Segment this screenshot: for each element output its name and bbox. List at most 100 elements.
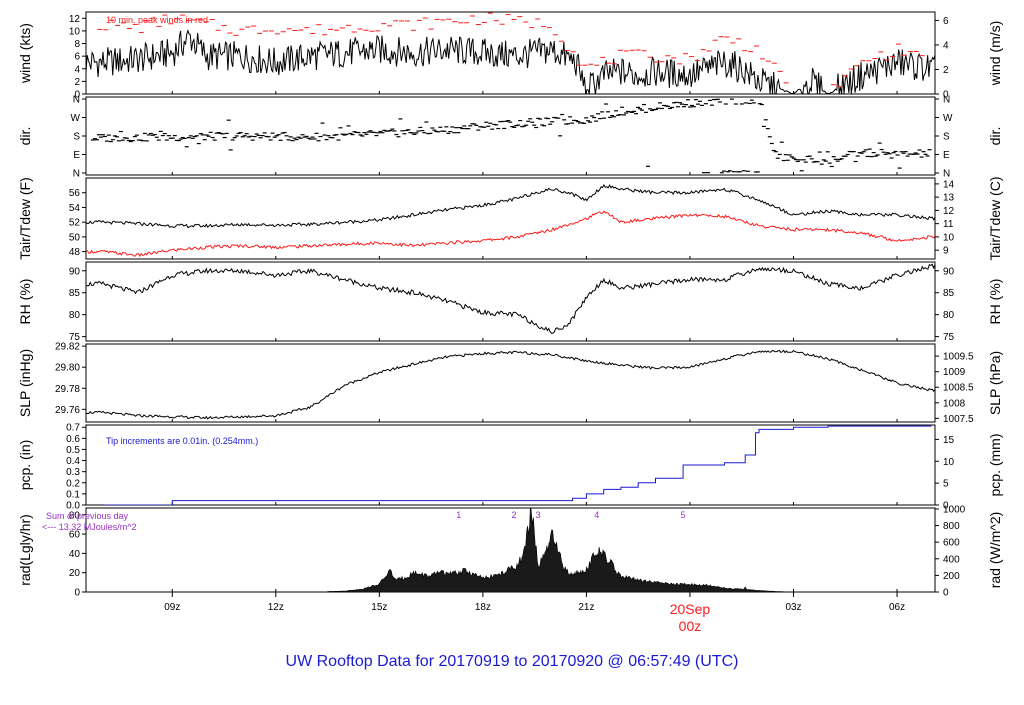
y-tick-label-right: 1008.5 (943, 383, 974, 394)
panel-data (86, 183, 935, 258)
y-axis-label-right: Tair/Tdew (C) (987, 176, 1003, 260)
y-tick-label-left: 0.2 (66, 478, 80, 489)
y-tick-label-left: 52 (69, 218, 81, 229)
panel-frame (85, 177, 936, 260)
x-tick-label-21z: 21z (578, 602, 594, 613)
y-axis-label-left: pcp. (in) (17, 440, 33, 491)
y-tick-label-right: 15 (943, 435, 955, 446)
x-date-label: 20Sep (670, 601, 711, 617)
y-tick-label-left: 48 (69, 247, 81, 258)
Tair-series-line (86, 183, 935, 229)
RH-series-line (86, 263, 935, 334)
y-tick-label-left: 85 (69, 288, 81, 299)
y-tick-label-right: 13 (943, 193, 955, 204)
panel-temp: Tair/Tdew (F) Tair/Tdew (C) 48 50 52 54 56 9 10 1… (17, 176, 1003, 260)
y-tick-label-right: 11 (943, 219, 954, 230)
pcp-annotation: Tip increments are 0.01in. (0.254mm.) (106, 436, 258, 446)
y-tick-label-right: 5 (943, 479, 949, 490)
y-axis-label-right: dir. (987, 127, 1003, 146)
y-tick-label-right: 10 (943, 232, 955, 243)
y-tick-label-right: 6 (943, 16, 949, 27)
panel-data (86, 263, 935, 334)
x-tick-label-03z: 03z (785, 602, 801, 613)
x-midnight-label: 00z (679, 618, 702, 634)
y-axis-label-right: pcp. (mm) (987, 434, 1003, 497)
y-tick-label-left: 0.7 (66, 423, 80, 434)
rad-marker-4: 4 (594, 510, 599, 520)
y-tick-label-left: 54 (69, 203, 81, 214)
y-axis-label-left: SLP (inHg) (17, 349, 33, 417)
y-tick-label-left: 12 (69, 14, 81, 25)
wind-annotation: 10 min. peak winds in red (106, 15, 208, 25)
panel-rad: rad(Lgly/hr) rad (W/m^2)02040608002004006… (17, 504, 1003, 598)
y-tick-label-right: 75 (943, 332, 955, 343)
panel-frame (85, 261, 936, 342)
y-tick-label-left: 10 (69, 26, 81, 37)
y-tick-label-right: 1007.5 (943, 414, 974, 425)
y-tick-label-left: 0.0 (66, 501, 80, 512)
panel-frame (85, 343, 936, 423)
y-axis-label-left: RH (%) (17, 279, 33, 325)
y-tick-label-left: N (73, 95, 80, 106)
y-tick-label-left: 80 (69, 310, 81, 321)
y-tick-label-right: 90 (943, 266, 955, 277)
y-tick-label-right: 1009.5 (943, 352, 974, 363)
panel-data (327, 508, 811, 592)
panel-frame (85, 11, 936, 95)
y-tick-label-left: 56 (69, 188, 81, 199)
y-tick-label-right: 200 (943, 571, 960, 582)
y-tick-label-right: 2 (943, 65, 949, 76)
rad-annotation-line2: <--- 13.32 MJoules/m^2 (42, 522, 137, 532)
y-axis-label-right: RH (%) (987, 279, 1003, 325)
x-tick-label-15z: 15z (371, 602, 387, 613)
panel-frame (85, 424, 936, 506)
panel-slp: SLP (inHg) SLP (hPa) 29.76 29.78 29.80 29.82 1… (17, 342, 1003, 425)
y-tick-label-right: 800 (943, 521, 960, 532)
y-tick-label-left: 0.3 (66, 467, 80, 478)
y-tick-label-left: 29.76 (55, 405, 80, 416)
y-tick-label-left: 29.82 (55, 342, 80, 353)
wind-series-line (86, 29, 935, 94)
y-tick-label-left: 80 (69, 510, 81, 521)
rad-marker-2: 2 (511, 510, 516, 520)
rad-bump (741, 586, 749, 592)
rad-series-area (327, 508, 811, 592)
y-tick-label-left: 4 (74, 64, 80, 75)
y-tick-label-left: 2 (74, 77, 80, 88)
y-tick-label-right: E (943, 150, 950, 161)
y-tick-label-left: 8 (74, 39, 80, 50)
y-tick-label-left: W (71, 113, 81, 124)
figure-title: UW Rooftop Data for 20170919 to 20170920… (286, 653, 739, 670)
y-tick-label-right: N (943, 169, 950, 180)
y-tick-label-left: 75 (69, 332, 81, 343)
panel-data (86, 349, 935, 420)
y-tick-label-right: 12 (943, 206, 955, 217)
y-axis-label-left: wind (kts) (17, 23, 33, 84)
y-axis-label-left: Tair/Tdew (F) (17, 177, 33, 259)
pcp-series-line (103, 425, 932, 505)
y-axis-label-left: dir. (17, 127, 33, 146)
y-axis-label-right: wind (m/s) (987, 21, 1003, 87)
rad-marker-1: 1 (456, 510, 461, 520)
y-tick-label-right: 400 (943, 554, 960, 565)
rad-annotation-line1: Sum of previous day (46, 511, 129, 521)
x-tick-label-06z: 06z (889, 602, 905, 613)
panel-rh: RH (%) RH (%) 75 80 85 90 75 80 85 90 (17, 261, 1003, 343)
y-tick-label-left: 40 (69, 549, 81, 560)
y-tick-label-right: 4 (943, 40, 949, 51)
y-tick-label-right: 600 (943, 538, 960, 549)
y-axis-label-left: rad(Lgly/hr) (17, 514, 33, 586)
x-tick-label-18z: 18z (475, 602, 491, 613)
y-tick-label-left: 29.80 (55, 363, 80, 374)
y-tick-label-left: 20 (69, 568, 81, 579)
panel-frame (85, 96, 936, 176)
panel-data (103, 425, 932, 505)
y-tick-label-right: N (943, 95, 950, 106)
y-tick-label-right: 9 (943, 246, 949, 257)
